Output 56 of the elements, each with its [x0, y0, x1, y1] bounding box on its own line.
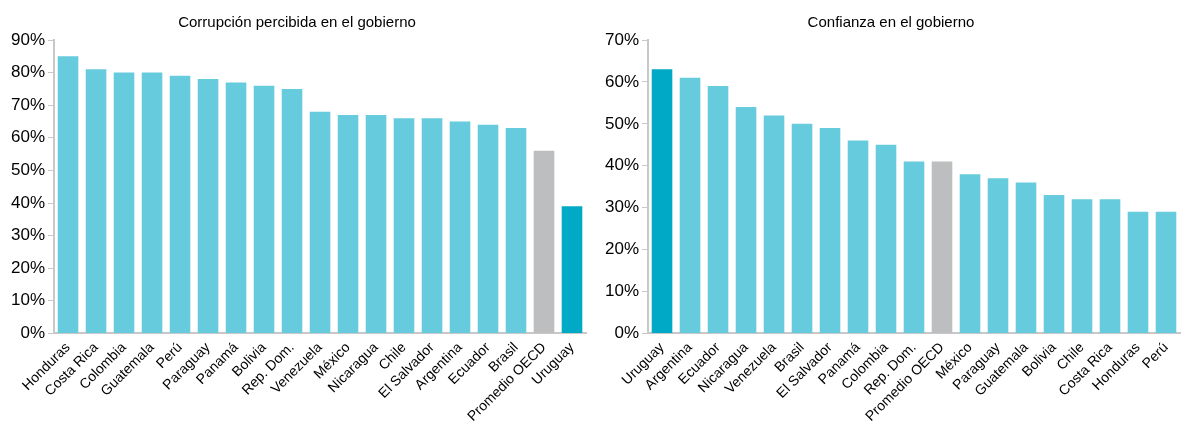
y-tick-label: 60% [604, 71, 640, 91]
y-tick-label: 40% [604, 155, 640, 175]
y-tick-label: 90% [10, 29, 46, 49]
bar [707, 86, 729, 333]
y-tick-label: 50% [10, 160, 46, 180]
y-tick-label: 0% [614, 323, 640, 343]
bar [791, 123, 813, 333]
y-tick-label: 10% [604, 281, 640, 301]
bar [561, 206, 583, 333]
y-tick-label: 40% [10, 192, 46, 212]
y-tick-label: 80% [10, 62, 46, 82]
bar [421, 118, 443, 333]
bar [85, 69, 107, 333]
bar [819, 128, 841, 333]
bar [337, 114, 359, 333]
bar [1155, 211, 1177, 333]
bar [225, 82, 247, 333]
y-tick-label: 60% [10, 127, 46, 147]
chart-title: Corrupción percibida en el gobierno [178, 13, 416, 31]
bar [735, 107, 757, 333]
bar [875, 144, 897, 333]
bar [449, 121, 471, 333]
bar [57, 56, 79, 333]
y-tick-label: 50% [604, 113, 640, 133]
bar [651, 69, 673, 333]
bar [197, 79, 219, 333]
y-tick-label: 20% [10, 257, 46, 277]
bar [679, 77, 701, 333]
y-tick-label: 10% [10, 290, 46, 310]
y-tick-label: 30% [10, 225, 46, 245]
bar [365, 114, 387, 333]
bar [1071, 199, 1093, 333]
bar [169, 75, 191, 333]
y-tick-label: 30% [604, 197, 640, 217]
bar [903, 161, 925, 333]
y-tick-label: 70% [10, 94, 46, 114]
bar [987, 178, 1009, 333]
bar [505, 128, 527, 333]
y-tick-label: 0% [20, 323, 46, 343]
bar [477, 124, 499, 333]
bar [309, 111, 331, 333]
bar [959, 174, 981, 333]
bar [113, 72, 135, 333]
bar [393, 118, 415, 333]
bar [763, 115, 785, 333]
y-tick-label: 70% [604, 29, 640, 49]
bar [1043, 195, 1065, 333]
bar [1099, 199, 1121, 333]
bar [281, 88, 303, 333]
bar [253, 85, 275, 333]
bar [1015, 182, 1037, 333]
bar [141, 72, 163, 333]
y-tick-label: 20% [604, 239, 640, 259]
bar [1127, 211, 1149, 333]
chart-title: Confianza en el gobierno [807, 13, 975, 31]
bar [847, 140, 869, 333]
